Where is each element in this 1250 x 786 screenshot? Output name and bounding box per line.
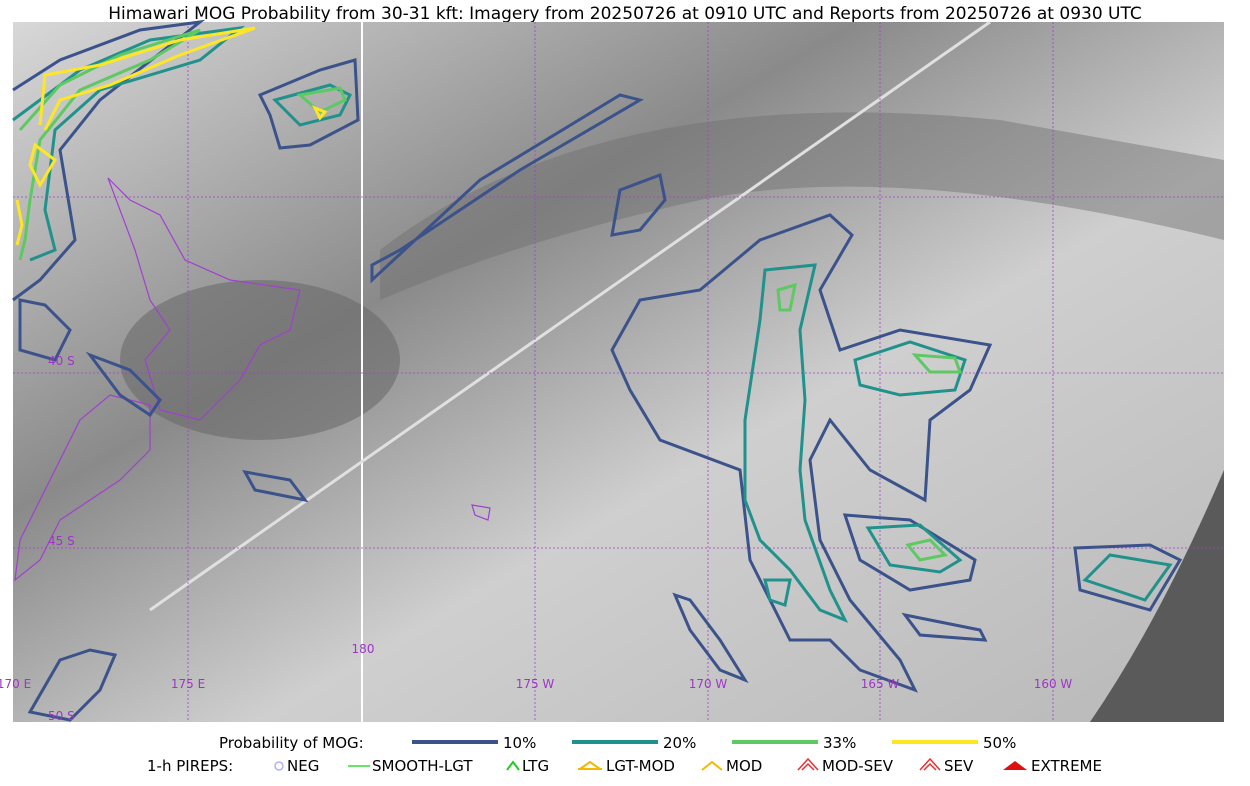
icon-neg [274, 761, 284, 771]
legend-item: EXTREME [1031, 757, 1102, 775]
contours [12, 19, 1183, 722]
legend-item: MOD-SEV [822, 757, 894, 775]
coastline [14, 177, 491, 582]
lon-label: 165 W [861, 677, 900, 691]
legend-item: LGT-MOD [606, 757, 675, 775]
legend-label: 1-h PIREPS: [147, 757, 233, 775]
lat-label: 45 S [48, 534, 75, 548]
lon-label: 170 E [0, 677, 31, 691]
lon-label: 175 E [171, 677, 205, 691]
legend-item: 20% [663, 734, 696, 752]
lon-label: 170 W [689, 677, 728, 691]
legend: Probability of MOG: 10% 20% 33% 50% 1-h … [147, 734, 1102, 775]
lat-label: 50 S [48, 709, 75, 723]
icon-mod [701, 760, 723, 771]
dark-band [380, 112, 1224, 300]
lon-label: 180 [352, 642, 375, 656]
icon-ltg [506, 760, 520, 771]
icon-mod-sev [797, 757, 819, 771]
lon-label: 160 W [1034, 677, 1073, 691]
icon-lgt-mod [578, 760, 602, 770]
legend-item: SEV [944, 757, 974, 775]
lon-label: 175 W [516, 677, 555, 691]
map-labels: 40 S 45 S 50 S 170 E 175 E 180 175 W 170… [0, 354, 1072, 723]
lat-label: 40 S [48, 354, 75, 368]
title: Himawari MOG Probability from 30-31 kft:… [108, 4, 1142, 24]
legend-item: NEG [287, 757, 319, 775]
legend-item: 10% [503, 734, 536, 752]
icon-extreme [1003, 761, 1027, 770]
legend-item: SMOOTH-LGT [372, 757, 473, 775]
legend-item: MOD [726, 757, 762, 775]
map: 40 S 45 S 50 S 170 E 175 E 180 175 W 170… [0, 19, 1224, 723]
legend-label: Probability of MOG: [219, 734, 364, 752]
legend-item: 33% [823, 734, 856, 752]
swath-edge [149, 20, 991, 612]
no-data [1090, 470, 1224, 722]
icon-sev [919, 757, 941, 771]
dark-region [120, 280, 400, 440]
legend-item: 50% [983, 734, 1016, 752]
legend-item: LTG [522, 757, 549, 775]
